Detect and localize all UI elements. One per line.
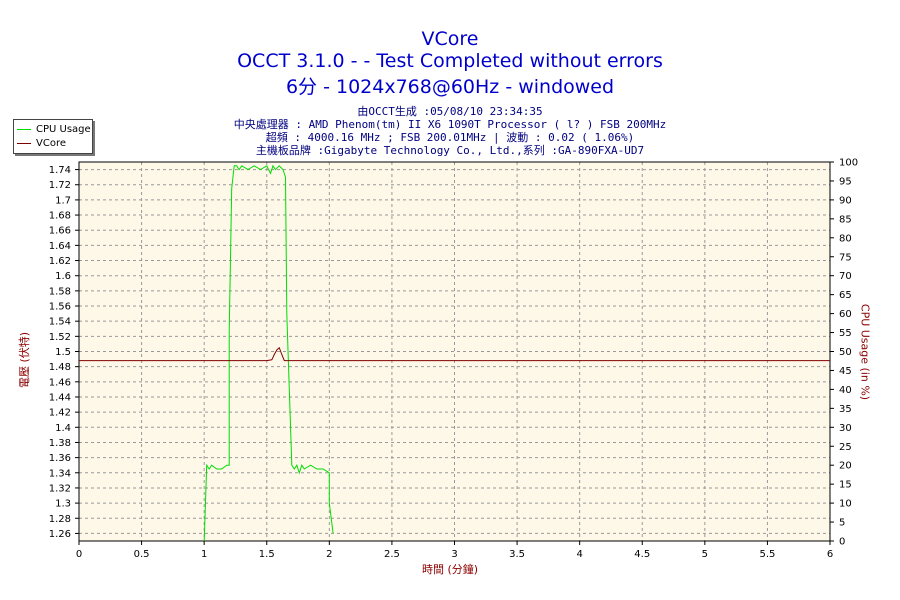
- x-tick-label: 3: [451, 549, 457, 560]
- y-right-tick-label: 15: [839, 480, 852, 491]
- chart-legend: CPU Usage VCore: [13, 119, 93, 154]
- y-left-tick-label: 1.32: [49, 483, 71, 494]
- y-left-tick-label: 1.26: [49, 529, 71, 540]
- legend-item-cpu-usage: CPU Usage: [17, 123, 91, 135]
- x-tick-label: 6: [827, 549, 833, 560]
- x-tick-label: 1: [201, 549, 207, 560]
- y-left-tick-label: 1.56: [49, 302, 71, 313]
- y-right-tick-label: 90: [839, 195, 852, 206]
- y-left-tick-label: 1.62: [49, 256, 71, 267]
- y-right-tick-label: 25: [839, 442, 852, 453]
- x-tick-label: 2.5: [384, 549, 400, 560]
- legend-label-cpu-usage: CPU Usage: [36, 123, 91, 135]
- y-left-tick-label: 1.5: [55, 347, 71, 358]
- y-right-tick-label: 60: [839, 309, 852, 320]
- info-cpu: 中央處理器 : AMD Phenom(tm) II X6 1090T Proce…: [233, 118, 667, 131]
- x-tick-label: 1.5: [259, 549, 275, 560]
- y-left-tick-label: 1.74: [49, 165, 71, 176]
- chart-subtitle-display: 6分 - 1024x768@60Hz - windowed: [285, 76, 615, 98]
- y-right-tick-label: 35: [839, 404, 852, 415]
- chart-subtitle: OCCT 3.1.0 - - Test Completed without er…: [237, 50, 663, 72]
- y-left-tick-label: 1.7: [55, 195, 71, 206]
- y-left-tick-label: 1.66: [49, 226, 71, 237]
- y-left-tick-label: 1.48: [49, 362, 71, 373]
- y-left-tick-label: 1.36: [49, 453, 71, 464]
- x-tick-label: 0.5: [134, 549, 150, 560]
- y-right-tick-label: 20: [839, 461, 852, 472]
- x-tick-label: 5.5: [759, 549, 775, 560]
- y-right-tick-label: 80: [839, 233, 852, 244]
- y-left-tick-label: 1.34: [49, 468, 71, 479]
- y-right-tick-label: 5: [839, 518, 845, 529]
- y-left-tick-label: 1.4: [55, 423, 71, 434]
- legend-label-vcore: VCore: [36, 137, 66, 149]
- info-motherboard: 主機板品牌 :Gigabyte Technology Co., Ltd.,系列 …: [255, 144, 645, 157]
- x-tick-label: 5: [702, 549, 708, 560]
- y-right-tick-label: 70: [839, 271, 852, 282]
- y-right-tick-label: 45: [839, 366, 852, 377]
- x-tick-label: 2: [326, 549, 332, 560]
- series-line-vcore: [79, 346, 830, 362]
- y-left-tick-label: 1.72: [49, 180, 71, 191]
- chart-title: VCore: [421, 28, 479, 50]
- y-axis-left-label: 電壓 (伏特): [18, 331, 31, 389]
- y-right-tick-label: 65: [839, 290, 852, 301]
- y-left-tick-label: 1.58: [49, 286, 71, 297]
- y-left-tick-label: 1.44: [49, 392, 71, 403]
- y-axis-right-label: CPU Usage (in %): [858, 303, 872, 401]
- y-left-tick-label: 1.52: [49, 332, 71, 343]
- y-left-tick-label: 1.3: [55, 499, 71, 510]
- y-right-tick-label: 0: [839, 537, 845, 548]
- y-left-tick-label: 1.46: [49, 377, 71, 388]
- info-clock: 超頻 : 4000.16 MHz ; FSB 200.01MHz | 波動 : …: [265, 131, 635, 144]
- legend-item-vcore: VCore: [17, 137, 66, 149]
- x-tick-label: 4: [576, 549, 582, 560]
- y-left-tick-label: 1.42: [49, 408, 71, 419]
- info-generated: 由OCCT生成 :05/08/10 23:34:35: [357, 105, 543, 118]
- legend-swatch-cpu-usage: [17, 128, 31, 130]
- y-left-tick-label: 1.68: [49, 211, 71, 222]
- y-right-tick-label: 55: [839, 328, 852, 339]
- y-left-tick-label: 1.28: [49, 514, 71, 525]
- plot-frame: [78, 161, 831, 542]
- y-right-tick-label: 75: [839, 252, 852, 263]
- y-left-tick-label: 1.38: [49, 438, 71, 449]
- y-left-tick-label: 1.6: [55, 271, 71, 282]
- y-right-tick-label: 40: [839, 385, 852, 396]
- x-axis-label: 時間 (分鐘): [421, 563, 479, 576]
- y-right-tick-label: 50: [839, 347, 852, 358]
- x-tick-label: 3.5: [509, 549, 525, 560]
- y-right-tick-label: 85: [839, 214, 852, 225]
- x-tick-label: 4.5: [634, 549, 650, 560]
- y-left-tick-label: 1.64: [49, 241, 71, 252]
- y-right-tick-label: 95: [839, 176, 852, 187]
- legend-swatch-vcore: [17, 142, 31, 144]
- x-tick-label: 0: [76, 549, 82, 560]
- y-right-tick-label: 10: [839, 499, 852, 510]
- y-right-tick-label: 100: [839, 158, 858, 169]
- y-right-tick-label: 30: [839, 423, 852, 434]
- y-left-tick-label: 1.54: [49, 317, 71, 328]
- series-line-cpu-usage: [203, 164, 334, 542]
